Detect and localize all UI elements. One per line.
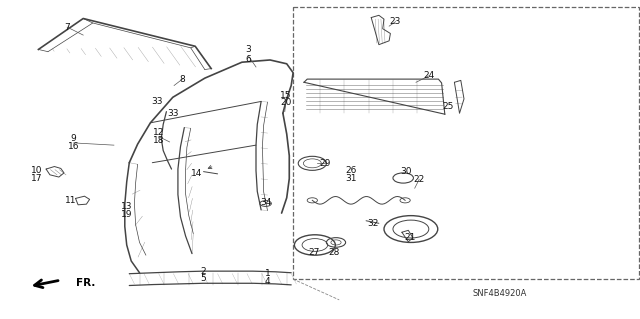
- Text: 5: 5: [201, 274, 206, 283]
- Text: 10: 10: [31, 166, 43, 175]
- Text: 12: 12: [153, 128, 164, 137]
- Text: 33: 33: [151, 97, 163, 106]
- Text: 1: 1: [265, 269, 270, 278]
- Text: 7: 7: [65, 23, 70, 32]
- Text: 27: 27: [308, 248, 319, 256]
- Text: 13: 13: [121, 202, 132, 211]
- Text: FR.: FR.: [76, 278, 95, 288]
- Text: 16: 16: [68, 142, 79, 151]
- Text: 17: 17: [31, 174, 43, 183]
- Text: SNF4B4920A: SNF4B4920A: [472, 289, 526, 298]
- Text: 11: 11: [65, 196, 76, 205]
- Text: 25: 25: [442, 102, 454, 111]
- Text: 4: 4: [265, 277, 270, 286]
- Text: 32: 32: [367, 219, 378, 228]
- Text: 2: 2: [201, 267, 206, 276]
- Text: 24: 24: [423, 71, 435, 80]
- Text: 9: 9: [71, 134, 76, 143]
- Text: 28: 28: [328, 248, 340, 256]
- Text: 34: 34: [260, 198, 271, 207]
- Text: 20: 20: [280, 98, 292, 107]
- Text: 23: 23: [390, 17, 401, 26]
- Text: 3: 3: [246, 45, 251, 54]
- Text: 31: 31: [345, 174, 356, 182]
- Text: 19: 19: [121, 210, 132, 219]
- Text: 14: 14: [191, 169, 203, 178]
- Text: 8: 8: [180, 75, 185, 84]
- Text: 29: 29: [319, 159, 331, 168]
- Text: 26: 26: [345, 166, 356, 175]
- Text: 22: 22: [413, 175, 425, 184]
- Text: 18: 18: [153, 136, 164, 145]
- Bar: [293, 7, 639, 279]
- Text: 6: 6: [246, 56, 251, 64]
- Text: 33: 33: [167, 109, 179, 118]
- Text: 30: 30: [401, 167, 412, 176]
- Text: 15: 15: [280, 91, 292, 100]
- Text: 21: 21: [404, 233, 415, 242]
